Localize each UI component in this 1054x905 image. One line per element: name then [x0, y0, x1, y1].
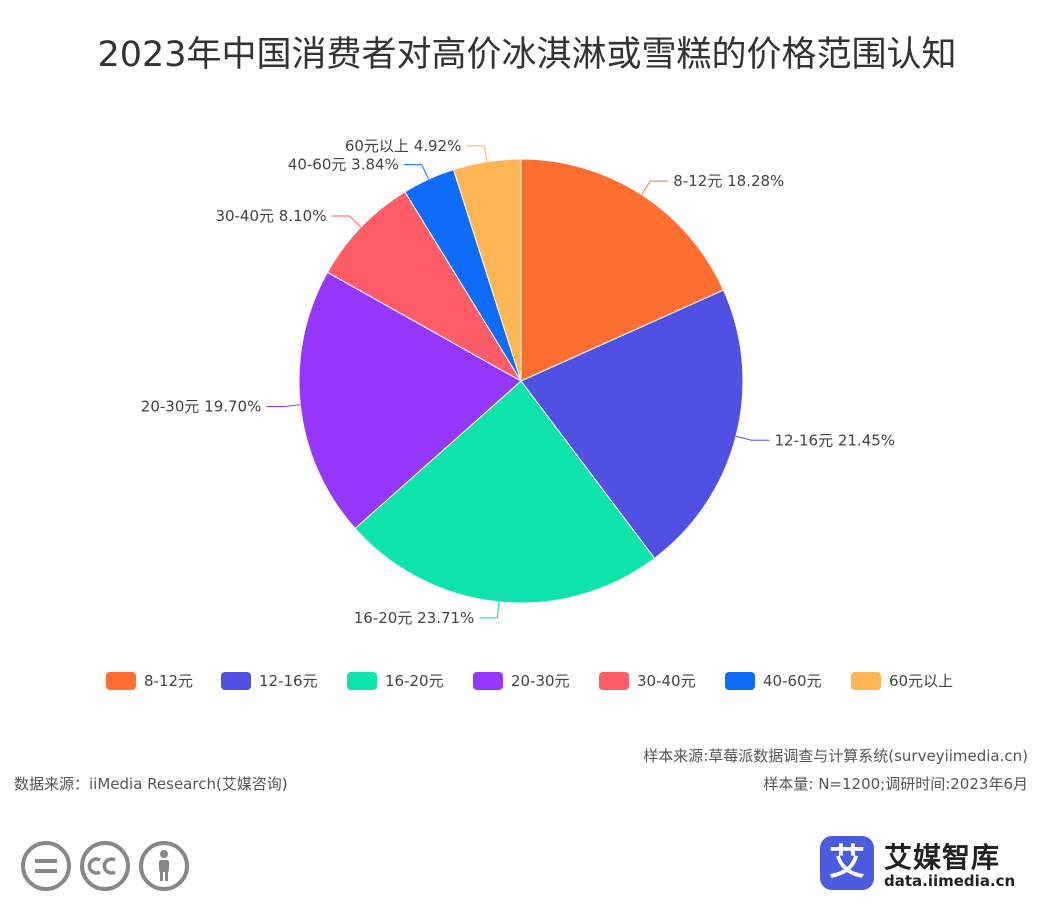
pie-slices: [298, 158, 744, 604]
pie-label-4: 30-40元 8.10%: [215, 207, 326, 225]
pie-slice-4[interactable]: [326, 191, 523, 383]
pie-label-5: 40-60元 3.84%: [288, 156, 399, 174]
pie-labels: 8-12元 18.28% 12-16元 21.45% 16-20元 23.71% 20…: [141, 137, 895, 627]
legend-swatch-0[interactable]: [106, 672, 136, 690]
brand-logo-char: 艾: [828, 842, 865, 883]
pie-leader-3: [266, 404, 301, 408]
legend-label-5[interactable]: 40-60元: [763, 672, 822, 690]
license-icons: [21, 841, 189, 891]
legend-label-6[interactable]: 60元以上: [889, 672, 953, 690]
pie-chart: 8-12元 18.28% 12-16元 21.45% 16-20元 23.71% 20…: [106, 137, 953, 690]
pie-leader-lines: [266, 145, 770, 619]
brand-logo-icon: [820, 836, 874, 890]
sample-size: 样本量: N=1200;调研时间:2023年6月: [763, 775, 1028, 793]
sample-source: 样本来源:草莓派数据调查与计算系统(surveyiimedia.cn): [643, 747, 1028, 765]
pie-leader-4: [331, 215, 362, 228]
pie-slice-1[interactable]: [520, 289, 744, 560]
legend-label-1[interactable]: 12-16元: [259, 672, 318, 690]
pie-leader-1: [735, 435, 770, 441]
legend-swatch-4[interactable]: [599, 672, 629, 690]
pie-leader-2: [479, 601, 500, 619]
cc-circle-icon: [80, 841, 130, 891]
pie-label-6: 60元以上 4.92%: [345, 137, 462, 155]
pie-slice-3[interactable]: [298, 271, 522, 530]
data-source: 数据来源：iiMedia Research(艾媒咨询): [14, 775, 288, 793]
legend-swatch-5[interactable]: [725, 672, 755, 690]
brand-name: 艾媒智库: [884, 841, 1001, 874]
legend-label-2[interactable]: 16-20元: [385, 672, 444, 690]
brand-block: 艾 艾媒智库 data.iimedia.cn: [820, 836, 1040, 896]
pie-label-1: 12-16元 21.45%: [775, 431, 896, 449]
pie-leader-6: [466, 145, 488, 162]
pie-leader-5: [403, 164, 429, 180]
legend-swatch-1[interactable]: [221, 672, 251, 690]
chart-legend: 8-12元 12-16元 16-20元 20-30元 30-40元 40-60元 60元以上: [106, 672, 953, 690]
legend-label-4[interactable]: 30-40元: [637, 672, 696, 690]
legend-label-0[interactable]: 8-12元: [144, 672, 193, 690]
pie-label-3: 20-30元 19.70%: [141, 398, 262, 416]
pie-label-2: 16-20元 23.71%: [354, 609, 475, 627]
legend-label-3[interactable]: 20-30元: [511, 672, 570, 690]
chart-title: 2023年中国消费者对高价冰淇淋或雪糕的价格范围认知: [97, 35, 957, 75]
legend-swatch-6[interactable]: [851, 672, 881, 690]
pie-label-0: 8-12元 18.28%: [673, 172, 784, 190]
equals-circle-icon: [21, 841, 71, 891]
legend-swatch-2[interactable]: [347, 672, 377, 690]
pie-leader-0: [641, 180, 669, 195]
brand-url: data.iimedia.cn: [884, 872, 1016, 890]
legend-swatch-3[interactable]: [473, 672, 503, 690]
person-circle-icon: [139, 841, 189, 891]
pie-slice-2[interactable]: [354, 380, 656, 604]
pie-slice-0[interactable]: [520, 158, 725, 382]
